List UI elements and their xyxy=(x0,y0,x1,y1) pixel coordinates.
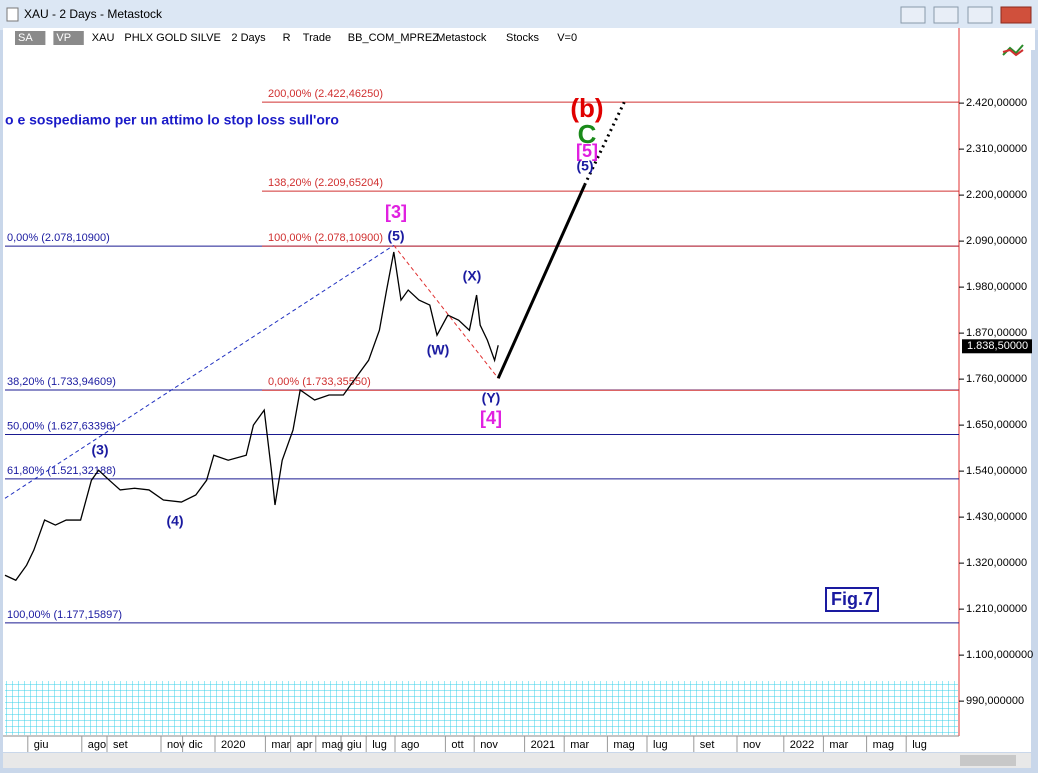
y-tick-label: 1.760,00000 xyxy=(966,373,1027,385)
last-price-label: 1.838,50000 xyxy=(967,340,1028,352)
chart-area xyxy=(3,50,1031,736)
y-tick-label: 1.870,00000 xyxy=(966,327,1027,339)
fib-label: 38,20% (1.733,94609) xyxy=(7,376,116,388)
volume-area xyxy=(5,681,958,735)
y-tick-label: 1.320,00000 xyxy=(966,557,1027,569)
x-tick-label: mag xyxy=(322,739,343,751)
annotation-text: o e sospediamo per un attimo lo stop los… xyxy=(5,112,339,128)
wave-label: (Y) xyxy=(482,390,501,406)
x-tick-label: mar xyxy=(271,739,290,751)
y-tick-label: 2.200,00000 xyxy=(966,189,1027,201)
trend-line xyxy=(496,184,586,379)
y-tick-label: 1.540,00000 xyxy=(966,465,1027,477)
y-tick-label: 1.210,00000 xyxy=(966,603,1027,615)
x-tick-label: lug xyxy=(372,739,387,751)
y-tick-label: 1.650,00000 xyxy=(966,419,1027,431)
last-price-tag xyxy=(962,339,1032,354)
x-tick-label: 2022 xyxy=(790,739,814,751)
window-title: XAU - 2 Days - Metastock xyxy=(24,7,163,21)
wave-label: [5] xyxy=(576,141,598,161)
fig-box xyxy=(825,587,879,612)
fib-label: 0,00% (1.733,35550) xyxy=(268,376,371,388)
wave-label: [3] xyxy=(385,202,407,222)
wave-label: (5) xyxy=(576,158,593,174)
toolbar-item: V=0 xyxy=(557,32,577,44)
x-tick-label: set xyxy=(700,739,715,751)
toolbar-button xyxy=(53,31,84,45)
y-tick-label: 990,000000 xyxy=(966,695,1024,707)
toolbar-item: XAU xyxy=(92,32,115,44)
x-tick-label: 2020 xyxy=(221,739,245,751)
toolbar xyxy=(3,28,1035,50)
scrollbar-thumb[interactable] xyxy=(960,755,1016,766)
trend-line xyxy=(4,244,395,499)
y-tick-label: 2.090,00000 xyxy=(966,235,1027,247)
price-line xyxy=(4,251,499,582)
x-tick-label: dic xyxy=(189,739,204,751)
scrollbar[interactable] xyxy=(3,753,1031,768)
fib-label: 200,00% (2.422,46250) xyxy=(268,88,383,100)
x-tick-label: mar xyxy=(829,739,848,751)
x-tick-label: ott xyxy=(451,739,463,751)
fib-label: 100,00% (2.078,10900) xyxy=(268,232,383,244)
x-tick-label: ago xyxy=(88,739,106,751)
y-tick-label: 1.430,00000 xyxy=(966,511,1027,523)
date-axis xyxy=(3,736,1031,752)
toolbar-item: Metastock xyxy=(436,32,487,44)
wave-label: (3) xyxy=(91,442,108,458)
y-tick-label: 1.980,00000 xyxy=(966,281,1027,293)
x-tick-label: nov xyxy=(167,739,185,751)
trend-line xyxy=(393,244,499,379)
x-tick-label: 2021 xyxy=(531,739,555,751)
wave-label: (W) xyxy=(427,342,450,358)
x-tick-label: lug xyxy=(912,739,927,751)
x-tick-label: lug xyxy=(653,739,668,751)
fig-label: Fig.7 xyxy=(831,589,873,609)
wave-label: C xyxy=(578,119,597,149)
fib-label: 100,00% (1.177,15897) xyxy=(7,609,122,621)
wave-label: [4] xyxy=(480,408,502,428)
minimize-button[interactable] xyxy=(933,6,959,24)
wave-label: (b) xyxy=(570,93,603,123)
toolbar-item: 2 Days xyxy=(231,32,266,44)
fib-label: 138,20% (2.209,65204) xyxy=(268,177,383,189)
toolbar-item: BB_COM_MPREZ xyxy=(348,32,439,44)
x-tick-label: ago xyxy=(401,739,419,751)
toolbar-item: Stocks xyxy=(506,32,540,44)
fib-label: 0,00% (2.078,10900) xyxy=(7,232,110,244)
x-tick-label: apr xyxy=(297,739,313,751)
x-tick-label: mag xyxy=(873,739,894,751)
app-icon xyxy=(6,7,19,22)
x-tick-label: giu xyxy=(34,739,49,751)
fib-label: 61,80% (1.521,32188) xyxy=(7,465,116,477)
x-tick-label: set xyxy=(113,739,128,751)
window-buttons[interactable] xyxy=(900,6,1032,24)
indicator-icon xyxy=(1002,44,1024,57)
toolbar-item: VP xyxy=(56,32,71,44)
x-tick-label: nov xyxy=(743,739,761,751)
x-tick-label: nov xyxy=(480,739,498,751)
y-tick-label: 2.310,00000 xyxy=(966,143,1027,155)
toolbar-item: R xyxy=(283,32,291,44)
toolbar-item: SA xyxy=(18,32,33,44)
restore-button[interactable] xyxy=(900,6,926,24)
x-tick-label: mag xyxy=(613,739,634,751)
toolbar-button xyxy=(15,31,46,45)
x-tick-label: mar xyxy=(570,739,589,751)
wave-label: (4) xyxy=(166,513,183,529)
fib-label: 50,00% (1.627,63396) xyxy=(7,420,116,432)
wave-label: (5) xyxy=(387,228,404,244)
maximize-button[interactable] xyxy=(967,6,993,24)
x-tick-label: giu xyxy=(347,739,362,751)
toolbar-item: Trade xyxy=(303,32,331,44)
y-tick-label: 2.420,00000 xyxy=(966,97,1027,109)
y-tick-label: 1.100,000000 xyxy=(966,649,1033,661)
wave-label: (X) xyxy=(463,268,482,284)
toolbar-item: PHLX GOLD SILVE xyxy=(124,32,220,44)
close-button[interactable] xyxy=(1000,6,1032,24)
title-bar xyxy=(0,0,1038,30)
